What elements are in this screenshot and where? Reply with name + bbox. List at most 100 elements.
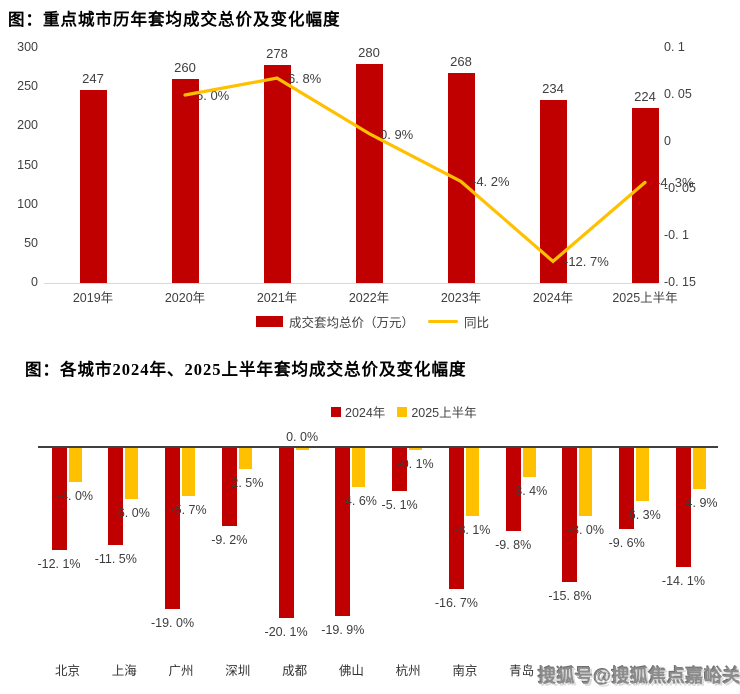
x-axis-label: 2025上半年 [612,291,678,305]
bar-2025h1-成都 [295,448,309,450]
yoy-point-label: -4. 3% [656,175,694,191]
bar-2025h1-value-label: -3. 4% [511,483,548,498]
bar-2025h1-value-label: -8. 0% [567,522,604,537]
bar-2024-value-label: -20. 1% [264,624,308,639]
x-axis-label: 2023年 [440,291,482,305]
chart2-legend: 2024年 2025上半年 [331,402,477,421]
legend-line-swatch [428,319,459,324]
bar-2024-group-11 [619,448,635,530]
bar-2024-value-label: -12. 1% [37,557,81,572]
bar-value-label: 260 [174,60,196,76]
bar-2024-value-label: -9. 6% [608,536,645,551]
chart1-legend: 成交套均总价（万元） 同比 [256,312,489,331]
bar-2024-value-label: -14. 1% [661,574,706,589]
bar-2025h1-value-label: -4. 9% [681,496,718,511]
legend-bar-label: 成交套均总价（万元） [289,316,415,330]
chart1-x-axis-line [44,283,658,284]
y-axis-left-tick: 250 [17,79,38,94]
bar-2019年 [79,89,107,283]
bar-2024-group-12 [675,448,691,568]
bar-2025h1-佛山 [352,448,366,487]
bar-2025h1-group-12 [692,448,706,490]
bar-2025h1-value-label: -4. 6% [340,493,377,508]
city-label-杭州: 杭州 [395,664,421,678]
x-axis-label: 2022年 [348,291,390,305]
city-label-上海: 上海 [111,664,137,678]
y-axis-left-tick: 300 [17,40,38,54]
y-axis-right-tick: -0. 1 [664,228,690,242]
bar-2025h1-value-label: -4. 0% [56,488,94,503]
y-axis-right-tick: 0 [664,134,671,148]
bar-2024-value-label: -9. 2% [211,532,248,547]
y-axis-right-tick: 0. 1 [664,40,685,54]
bar-2025h1-上海 [125,448,139,499]
watermark: 搜狐号@搜狐焦点嘉峪关站 [538,666,740,686]
bar-2025h1-value-label: -6. 3% [624,508,661,523]
legend-2025-label: 2025上半年 [411,406,477,420]
bar-2024-value-label: -15. 8% [548,588,592,603]
bar-2025h1-group-11 [636,448,650,502]
bar-2025h1-value-label: 0. 0% [286,430,319,444]
bar-2025h1-广州 [182,448,196,497]
bar-2024-成都 [278,448,294,618]
bar-2025h1-value-label: -5. 7% [170,503,207,518]
city-label-佛山: 佛山 [338,664,364,678]
y-axis-left-tick: 200 [17,118,38,133]
bar-2024-广州 [165,448,181,609]
x-axis-label: 2024年 [532,291,574,305]
bar-2025h1-深圳 [238,448,252,470]
bar-2024-value-label: -19. 9% [321,623,365,638]
city-label-北京: 北京 [54,664,80,678]
bar-2024-青岛 [505,448,521,531]
bar-2025h1-青岛 [522,448,536,477]
bar-2024-value-label: -19. 0% [150,615,195,630]
legend-line-label: 同比 [464,316,490,330]
bar-2025h1-杭州 [409,448,423,450]
bar-value-label: 278 [266,46,288,62]
city-label-青岛: 青岛 [509,664,535,678]
chart2-title: 图：各城市2024年、2025上半年套均成交总价及变化幅度 [25,360,467,379]
chart1-title: 图：重点城市历年套均成交总价及变化幅度 [8,10,341,29]
y-axis-right-tick: -0. 05 [664,181,696,195]
y-axis-left-tick: 150 [17,157,38,172]
bar-2024-北京 [51,448,67,551]
bar-value-label: 268 [450,54,472,70]
bar-2024-南京 [448,448,464,590]
legend-bar-swatch [256,316,283,327]
bar-value-label: 247 [82,70,104,86]
city-label-广州: 广州 [168,664,194,678]
legend-2024-label: 2024年 [345,406,386,420]
bar-2025h1-value-label: -2. 5% [227,476,264,491]
city-label-南京: 南京 [452,664,478,678]
y-axis-left-tick: 100 [17,196,38,211]
bar-2024-group-10 [562,448,578,582]
x-axis-label: 2021年 [256,291,298,305]
x-axis-label: 2020年 [164,291,206,305]
bar-2024-value-label: -9. 8% [495,537,532,552]
y-axis-right-tick: -0. 15 [664,275,696,289]
legend-2025-swatch [397,406,408,417]
bar-2025h1-value-label: -6. 0% [113,505,150,520]
bar-2025h1-南京 [465,448,479,517]
bar-2025h1-北京 [68,448,82,482]
y-axis-left-tick: 50 [24,235,38,250]
bar-2024-杭州 [392,448,408,492]
bar-2025h1-group-10 [579,448,593,516]
x-axis-label: 2019年 [72,291,114,305]
y-axis-left-tick: 0 [31,275,38,289]
bar-2025h1-value-label: -8. 1% [454,523,491,538]
chart2-zero-axis-line [38,446,718,448]
bar-2024-value-label: -5. 1% [381,498,418,513]
bar-2025h1-value-label: -0. 1% [397,457,434,471]
bar-2024-佛山 [335,448,351,617]
bar-2024-value-label: -16. 7% [434,596,478,611]
bar-2024-深圳 [221,448,237,526]
bar-2024-上海 [108,448,124,546]
legend-2024-swatch [331,406,341,417]
city-label-深圳: 深圳 [225,664,251,678]
bar-value-label: 280 [358,44,380,60]
bar-2024-value-label: -11. 5% [94,552,137,567]
